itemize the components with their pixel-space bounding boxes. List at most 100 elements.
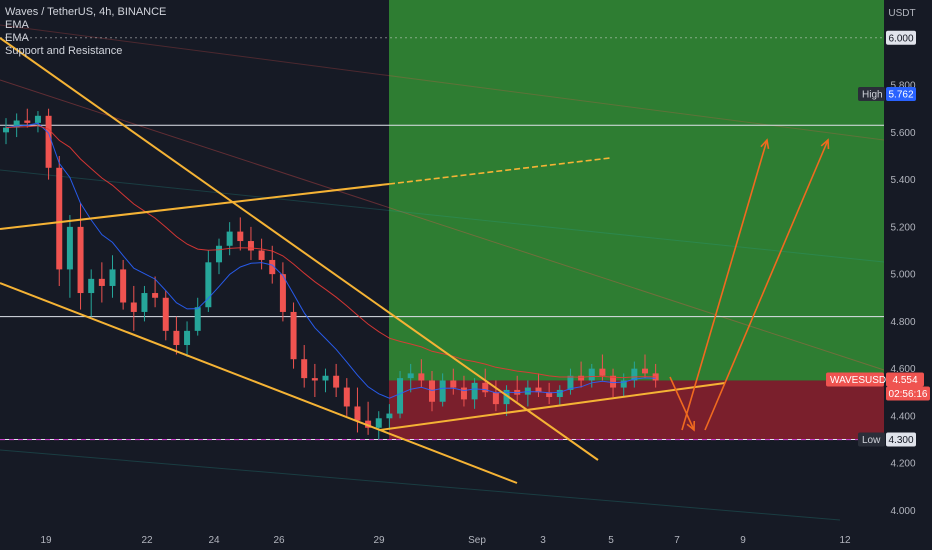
candle-body bbox=[386, 413, 393, 419]
regression-line-0 bbox=[0, 79, 885, 371]
price-tick-label: 5.000 bbox=[890, 270, 915, 281]
regression-line-3 bbox=[0, 24, 885, 141]
time-tick-label: 29 bbox=[373, 535, 385, 546]
candle-body bbox=[333, 375, 340, 388]
candle-body bbox=[610, 375, 617, 388]
projection-arrow-down bbox=[669, 376, 695, 431]
price-tick-label: 5.200 bbox=[890, 222, 915, 233]
candle-body bbox=[109, 269, 116, 286]
time-tick-label: 5 bbox=[608, 535, 614, 546]
candle-body bbox=[194, 307, 201, 331]
ema-fast-line bbox=[5, 122, 656, 399]
candle-body bbox=[322, 375, 329, 381]
countdown-tag: 02:56:16 bbox=[886, 386, 930, 401]
time-tick-label: 7 bbox=[674, 535, 680, 546]
candle-body bbox=[237, 231, 244, 242]
candle-body bbox=[34, 115, 41, 123]
time-tick-label: 12 bbox=[839, 535, 851, 546]
candle-body bbox=[258, 250, 265, 260]
time-tick-label: 22 bbox=[141, 535, 153, 546]
low-price-tag-bg bbox=[886, 432, 916, 447]
candle-body bbox=[173, 330, 180, 346]
current-price-tag-bg bbox=[886, 372, 924, 387]
candle-body bbox=[567, 375, 574, 390]
candle-body bbox=[269, 259, 276, 275]
rising-support-trendline bbox=[379, 382, 726, 431]
price-tick-label: 4.200 bbox=[890, 459, 915, 470]
profit-zone bbox=[389, 0, 884, 381]
high-price-tag-bg bbox=[886, 87, 916, 102]
indicator-ema-2[interactable]: EMA bbox=[5, 32, 29, 44]
candle-body bbox=[13, 120, 20, 128]
projection-arrow-up-1 bbox=[681, 139, 768, 431]
candle-body bbox=[397, 378, 404, 414]
symbol-title[interactable]: Waves / TetherUS, 4h, BINANCE bbox=[5, 6, 167, 18]
symbol-label-tag-bg bbox=[826, 372, 884, 387]
candle-body bbox=[120, 269, 127, 303]
candle-body bbox=[482, 382, 489, 393]
candle-body bbox=[56, 167, 63, 270]
time-tick-label: 19 bbox=[40, 535, 52, 546]
candle-body bbox=[439, 380, 446, 402]
countdown-tag-bg bbox=[886, 386, 930, 401]
candle-body bbox=[247, 241, 254, 251]
symbol-label-tag-text: WAVESUSDT bbox=[830, 375, 892, 386]
candle-body bbox=[556, 389, 563, 398]
low-label-tag-text: Low bbox=[862, 435, 881, 446]
candle-body bbox=[429, 380, 435, 402]
candle-body bbox=[588, 368, 595, 381]
candle-body bbox=[652, 373, 659, 381]
rising-resistance-trendline bbox=[0, 183, 390, 230]
high-label-tag-text: High bbox=[862, 90, 883, 101]
chart-legend: Waves / TetherUS, 4h, BINANCE EMA EMA Su… bbox=[5, 6, 166, 58]
target-price-tag-text: 6.000 bbox=[888, 33, 913, 44]
ema-slow-line bbox=[5, 125, 656, 379]
candle-body bbox=[66, 226, 73, 270]
candle-body bbox=[620, 380, 627, 388]
candle-body bbox=[503, 389, 510, 405]
candle-body bbox=[77, 226, 84, 294]
candles bbox=[3, 108, 659, 440]
candle-body bbox=[514, 389, 521, 395]
price-tick-label: 4.600 bbox=[890, 364, 915, 375]
current-price-tag-text: 4.554 bbox=[892, 375, 917, 386]
candle-body bbox=[354, 406, 361, 421]
candle-body bbox=[578, 375, 585, 381]
candle-body bbox=[450, 380, 457, 388]
falling-wedge-upper-trendline bbox=[0, 37, 599, 461]
candle-body bbox=[365, 420, 372, 428]
indicator-ema-1[interactable]: EMA bbox=[5, 19, 29, 31]
candle-body bbox=[98, 278, 105, 286]
regression-line-2 bbox=[0, 449, 841, 521]
time-tick-label: 26 bbox=[273, 535, 285, 546]
candle-body bbox=[407, 373, 414, 379]
price-tick-label: 5.600 bbox=[890, 128, 915, 139]
time-tick-label: 24 bbox=[208, 535, 220, 546]
candle-body bbox=[546, 392, 553, 398]
countdown-tag-text: 02:56:16 bbox=[889, 389, 928, 400]
candle-body bbox=[279, 274, 286, 312]
price-tick-label: 4.800 bbox=[890, 317, 915, 328]
candle-body bbox=[205, 262, 212, 308]
low-label-tag-bg bbox=[858, 432, 885, 447]
price-axis-unit: USDT bbox=[888, 8, 915, 19]
candle-body bbox=[311, 378, 318, 381]
candle-body bbox=[3, 127, 9, 133]
candle-body bbox=[642, 368, 648, 374]
target-price-tag: 6.000 bbox=[886, 30, 916, 45]
candle-body bbox=[301, 359, 308, 379]
candle-body bbox=[24, 120, 31, 123]
candle-body bbox=[343, 387, 350, 407]
indicator-support-resistance[interactable]: Support and Resistance bbox=[5, 45, 123, 57]
candle-body bbox=[290, 311, 297, 360]
price-tick-label: 5.800 bbox=[890, 81, 915, 92]
price-tick-label: 5.400 bbox=[890, 175, 915, 186]
projection-arrow-up-1-head bbox=[760, 138, 770, 150]
falling-wedge-lower-trendline bbox=[0, 282, 518, 484]
price-tick-label: 4.000 bbox=[890, 506, 915, 517]
candle-body bbox=[216, 245, 222, 263]
regression-line-1 bbox=[0, 169, 885, 263]
price-tick-label: 4.400 bbox=[890, 411, 915, 422]
time-tick-label: Sep bbox=[468, 535, 486, 546]
